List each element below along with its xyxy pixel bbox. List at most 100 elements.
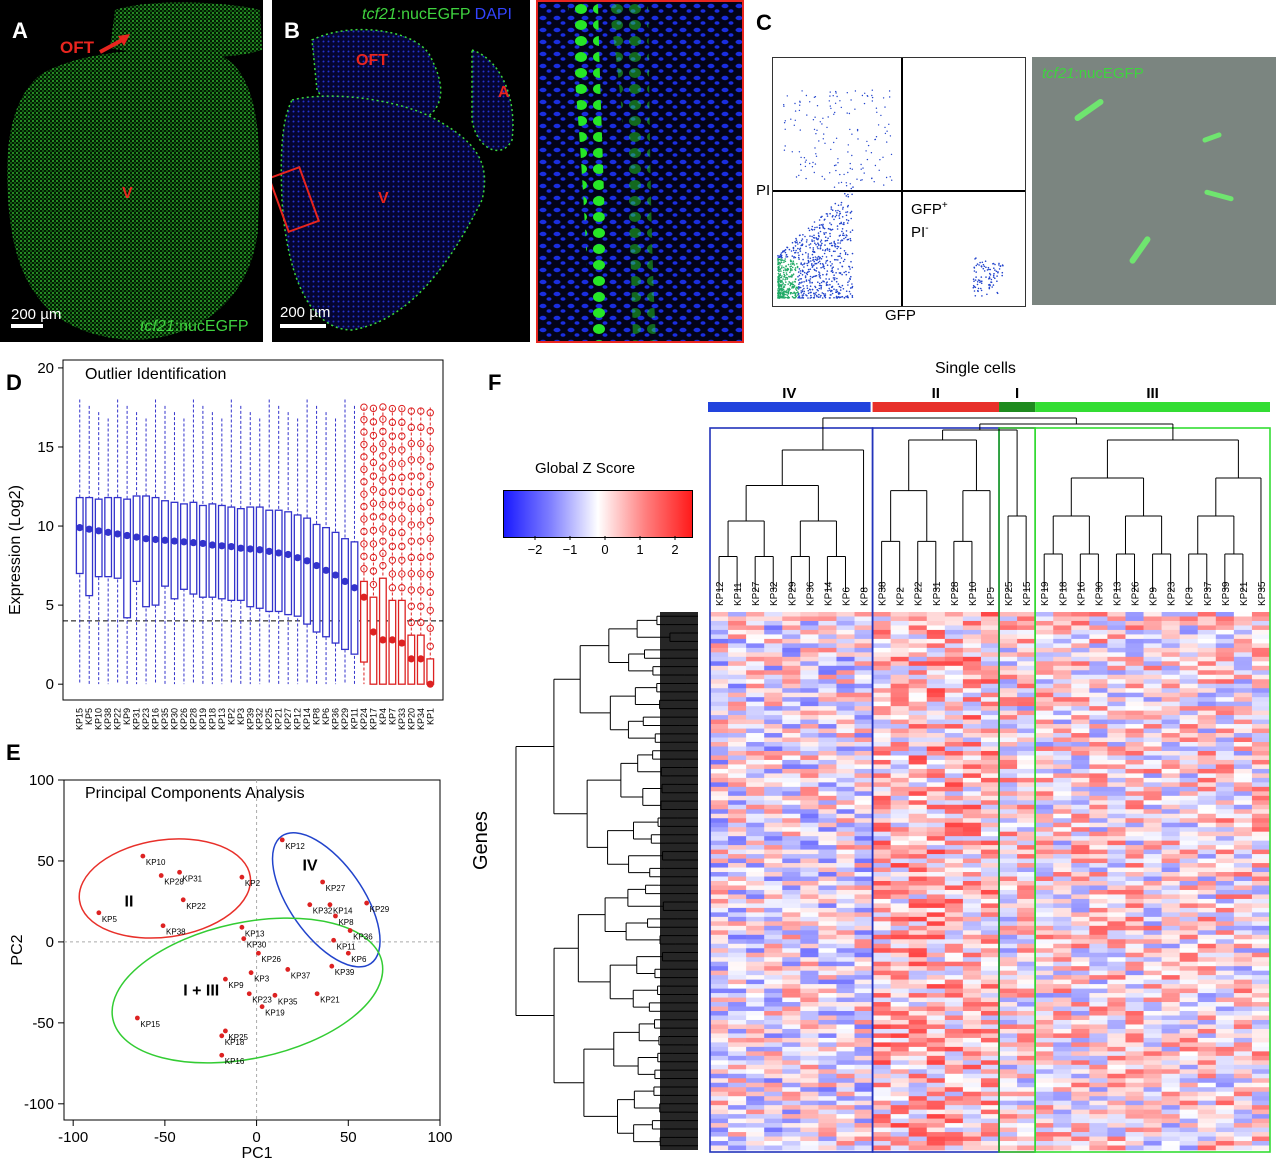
flow-event	[820, 239, 823, 241]
flow-event	[811, 282, 813, 284]
heat-cell	[782, 966, 801, 971]
heat-cell	[746, 970, 765, 976]
heat-cell	[1161, 1028, 1180, 1034]
heat-cell	[764, 1028, 783, 1034]
heat-cell	[1215, 921, 1235, 927]
boxplot-title: Outlier Identification	[85, 366, 226, 383]
heat-cell	[782, 616, 801, 622]
heat-cell	[1089, 1096, 1108, 1101]
heat-cell	[800, 966, 819, 971]
heat-cell	[728, 872, 747, 877]
heat-cell	[1089, 1060, 1108, 1066]
heat-cell	[1215, 943, 1235, 949]
heat-cell	[1089, 934, 1108, 940]
heat-cell	[1125, 948, 1144, 954]
heat-cell	[764, 1051, 783, 1057]
heat-cell	[800, 1078, 819, 1084]
heat-cell	[908, 759, 928, 765]
heat-cell	[836, 1055, 855, 1061]
heat-cell	[1017, 849, 1036, 855]
heat-cell	[818, 912, 837, 918]
heat-cell	[782, 818, 801, 824]
heat-cell	[854, 912, 873, 918]
heat-cell	[999, 813, 1018, 819]
heat-cell	[944, 898, 964, 904]
heat-cell	[980, 952, 1000, 958]
heat-cell	[962, 849, 982, 855]
scale-bar-b	[280, 324, 326, 328]
heat-cell	[1161, 997, 1180, 1003]
heat-cell	[854, 710, 873, 716]
heat-cell	[782, 863, 801, 868]
heat-cell	[764, 692, 783, 698]
heat-cell	[1179, 1011, 1199, 1016]
heat-cell	[1053, 1082, 1072, 1088]
heat-cell	[1143, 1042, 1162, 1048]
heat-cell	[1089, 746, 1108, 752]
heat-cell	[962, 912, 982, 918]
heat-cell	[1017, 898, 1036, 904]
flow-event	[777, 296, 779, 299]
heat-cell	[908, 1019, 928, 1025]
heat-cell	[872, 840, 891, 846]
heat-cell	[836, 795, 855, 801]
heat-cell	[854, 1024, 873, 1030]
group-color-bar	[872, 402, 1000, 412]
heat-cell	[944, 800, 964, 806]
heat-cell	[1233, 1033, 1253, 1039]
heat-cell	[926, 1019, 946, 1025]
heat-cell	[872, 961, 891, 967]
heat-cell	[728, 925, 747, 931]
heat-cell	[908, 786, 928, 792]
flow-event	[822, 117, 824, 119]
heat-cell	[764, 612, 783, 617]
heat-cell	[1143, 831, 1162, 837]
heat-cell	[1161, 710, 1180, 716]
median-point	[104, 528, 112, 536]
flow-event	[847, 238, 850, 241]
heat-cell	[1143, 894, 1162, 900]
heat-cell	[1143, 692, 1162, 698]
heat-cell	[1233, 997, 1253, 1003]
heat-cell	[890, 616, 910, 622]
flow-event	[889, 135, 892, 137]
colorbar-tick-label: 0	[601, 542, 608, 557]
heat-cell	[728, 1006, 747, 1012]
heat-cell	[836, 773, 855, 779]
heat-cell	[800, 1042, 819, 1048]
heat-cell	[1251, 957, 1271, 962]
flow-event	[785, 276, 788, 279]
heat-cell	[1233, 970, 1253, 976]
flow-event	[792, 263, 794, 265]
heat-cell	[980, 876, 1000, 882]
heat-cell	[1215, 733, 1235, 738]
flow-event	[794, 293, 797, 296]
flow-event	[813, 171, 815, 174]
heat-cell	[962, 997, 982, 1003]
flow-event	[810, 260, 812, 262]
heat-cell	[872, 818, 891, 824]
flow-event	[803, 287, 805, 290]
heat-cell	[710, 854, 729, 859]
outlier-point	[417, 586, 425, 594]
heat-cell	[980, 710, 1000, 716]
heat-cell	[999, 876, 1018, 882]
heat-cell	[980, 822, 1000, 828]
heat-cell	[764, 656, 783, 662]
heat-cell	[800, 701, 819, 707]
flow-event	[777, 268, 780, 271]
heat-cell	[764, 934, 783, 940]
heat-cell	[764, 1055, 783, 1061]
heat-cell	[1125, 898, 1144, 904]
heat-cell	[999, 939, 1018, 945]
flow-event	[814, 285, 816, 288]
flow-event	[829, 235, 831, 238]
heat-cell	[1233, 840, 1253, 846]
heat-cell	[1161, 791, 1180, 797]
flow-event	[836, 225, 839, 227]
heat-cell	[818, 1078, 837, 1084]
heat-cell	[1089, 638, 1108, 644]
heat-cell	[836, 652, 855, 658]
heat-cell	[1071, 1100, 1090, 1106]
heat-cell	[1197, 804, 1217, 810]
